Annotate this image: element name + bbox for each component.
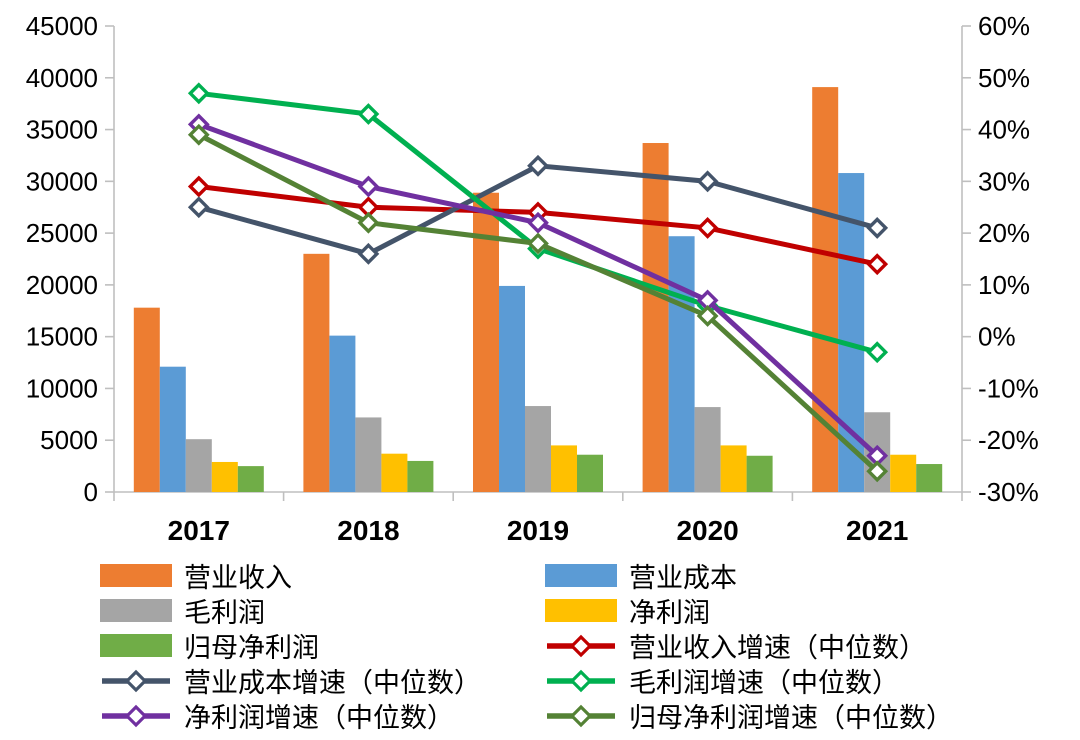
left-axis-tick-label: 15000 — [26, 322, 98, 352]
marker-diamond-毛利润增速（中位数）-2017 — [187, 82, 210, 105]
bar-毛利润-2017 — [185, 439, 212, 492]
left-axis-tick-label: 10000 — [26, 373, 98, 403]
right-axis-tick-label: -30% — [978, 477, 1039, 507]
right-axis-tick-label: 50% — [978, 63, 1030, 93]
left-axis-tick-label: 30000 — [26, 166, 98, 196]
legend-line-swatch-icon — [102, 669, 170, 692]
legend-line-swatch-icon — [547, 704, 615, 727]
marker-diamond-营业成本增速（中位数）-2019 — [527, 154, 549, 177]
bar-归母净利润-2019 — [577, 454, 603, 492]
legend-bar-swatch-icon — [545, 564, 617, 587]
left-axis-tick-label: 5000 — [40, 425, 98, 455]
legend-item-归母净利润: 归母净利润 — [100, 628, 545, 663]
legend-item-营业成本增速（中位数）: 营业成本增速（中位数） — [100, 663, 545, 698]
legend-item-营业成本: 营业成本 — [545, 558, 1080, 593]
marker-diamond-归母净利润增速（中位数）-2018 — [357, 211, 380, 234]
x-axis-category-label: 2018 — [337, 515, 399, 546]
legend-label: 营业成本 — [629, 563, 737, 593]
marker-diamond-营业成本增速（中位数）-2018 — [357, 242, 380, 265]
bar-归母净利润-2017 — [237, 466, 264, 492]
marker-diamond-营业成本增速（中位数）-2020 — [696, 170, 719, 193]
bar-营业收入-2019 — [473, 192, 499, 493]
marker-diamond-归母净利润增速（中位数）-2019 — [527, 232, 549, 255]
bar-净利润-2019 — [551, 445, 577, 492]
right-axis-tick-label: 20% — [978, 218, 1030, 248]
bar-净利润-2021 — [890, 454, 917, 492]
marker-diamond-营业收入增速（中位数）-2020 — [696, 217, 719, 239]
legend-item-毛利润: 毛利润 — [100, 593, 545, 628]
legend-bar-swatch-icon — [100, 599, 172, 622]
bar-营业成本-2017 — [159, 366, 186, 492]
legend-item-净利润: 净利润 — [545, 593, 1080, 628]
legend-bar-swatch-icon — [100, 634, 172, 657]
combo-chart-canvas: 0 5000 10000 15000 20000 25000 30000 35000 40000… — [26, 11, 1039, 546]
left-axis-tick-label: 20000 — [26, 270, 98, 300]
legend-item-营业收入增速（中位数）: 营业收入增速（中位数） — [545, 628, 1080, 663]
bar-营业成本-2020 — [668, 236, 695, 492]
left-axis-tick-label: 0 — [84, 477, 98, 507]
legend-line-swatch-icon — [102, 704, 170, 727]
bar-归母净利润-2020 — [746, 455, 773, 492]
bar-毛利润-2020 — [694, 407, 721, 492]
marker-diamond-营业成本增速（中位数）-2017 — [187, 196, 210, 219]
legend-label: 归母净利润 — [184, 633, 319, 663]
bar-净利润-2020 — [720, 445, 747, 492]
right-axis-tick-label: 10% — [978, 270, 1030, 300]
right-axis-tick-label: 40% — [978, 115, 1030, 145]
bar-营业成本-2018 — [329, 335, 356, 492]
bar-营业收入-2017 — [133, 307, 160, 492]
legend-item-营业收入: 营业收入 — [100, 558, 545, 593]
bar-归母净利润-2018 — [407, 460, 434, 492]
bar-营业成本-2019 — [499, 285, 525, 492]
left-axis-tick-label: 25000 — [26, 218, 98, 248]
legend-bar-swatch-icon — [545, 599, 617, 622]
right-axis-tick-label: 0% — [978, 322, 1016, 352]
bar-毛利润-2019 — [525, 406, 551, 492]
marker-diamond-毛利润增速（中位数）-2021 — [866, 341, 889, 364]
bar-营业收入-2018 — [303, 253, 330, 492]
bar-净利润-2017 — [211, 461, 238, 492]
legend-label: 营业成本增速（中位数） — [184, 668, 481, 698]
bar-净利润-2018 — [381, 453, 408, 492]
legend-label: 毛利润 — [184, 598, 265, 628]
bar-营业收入-2020 — [642, 143, 669, 493]
legend-item-归母净利润增速（中位数）: 归母净利润增速（中位数） — [545, 698, 1080, 733]
left-axis-tick-label: 45000 — [26, 11, 98, 41]
chart-legend: 营业收入 营业成本毛利润 净利润归母净利润 营业收入增速（中位数） 营业成本增速（中位数… — [100, 558, 1080, 733]
marker-diamond-归母净利润增速（中位数）-2020 — [696, 305, 719, 327]
legend-label: 归母净利润增速（中位数） — [629, 703, 953, 733]
x-axis-category-label: 2019 — [507, 515, 569, 546]
legend-label: 毛利润增速（中位数） — [629, 668, 899, 698]
x-axis-category-label: 2021 — [846, 515, 908, 546]
right-axis-tick-label: 30% — [978, 166, 1030, 196]
marker-diamond-毛利润增速（中位数）-2018 — [357, 103, 380, 125]
marker-diamond-归母净利润增速（中位数）-2017 — [187, 123, 210, 146]
left-axis-tick-label: 40000 — [26, 63, 98, 93]
right-axis-tick-label: 60% — [978, 11, 1030, 41]
marker-diamond-营业收入增速（中位数）-2017 — [187, 175, 210, 198]
legend-label: 营业收入增速（中位数） — [629, 633, 926, 663]
legend-line-swatch-icon — [547, 669, 615, 692]
right-axis-tick-label: -10% — [978, 373, 1039, 403]
legend-item-毛利润增速（中位数）: 毛利润增速（中位数） — [545, 663, 1080, 698]
marker-diamond-净利润增速（中位数）-2018 — [357, 175, 380, 198]
legend-bar-swatch-icon — [100, 564, 172, 587]
x-axis-category-label: 2020 — [676, 515, 738, 546]
right-axis-tick-label: -20% — [978, 425, 1039, 455]
legend-line-swatch-icon — [547, 634, 615, 657]
legend-label: 净利润增速（中位数） — [184, 703, 454, 733]
marker-diamond-归母净利润增速（中位数）-2021 — [866, 460, 889, 483]
marker-diamond-营业收入增速（中位数）-2021 — [866, 253, 889, 276]
marker-diamond-净利润增速（中位数）-2019 — [527, 211, 549, 234]
bar-毛利润-2018 — [355, 417, 382, 492]
left-axis-tick-label: 35000 — [26, 115, 98, 145]
legend-label: 营业收入 — [184, 563, 292, 593]
bar-归母净利润-2021 — [916, 464, 943, 492]
legend-item-净利润增速（中位数）: 净利润增速（中位数） — [100, 698, 545, 733]
legend-label: 净利润 — [629, 598, 710, 628]
x-axis-category-label: 2017 — [168, 515, 230, 546]
marker-diamond-营业成本增速（中位数）-2021 — [866, 217, 889, 239]
